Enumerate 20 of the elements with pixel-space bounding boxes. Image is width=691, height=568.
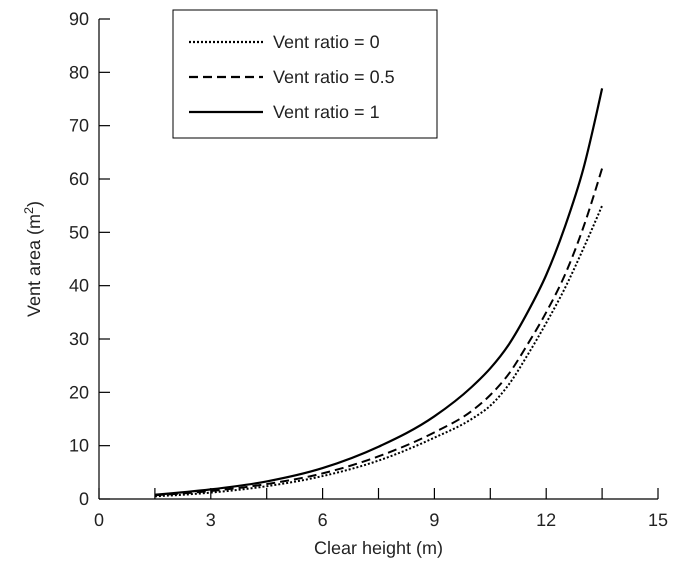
- y-tick-label: 90: [68, 9, 89, 29]
- x-tick-label: 15: [648, 510, 668, 530]
- x-axis-title: Clear height (m): [314, 538, 444, 558]
- x-tick-label: 0: [94, 510, 104, 530]
- y-tick-label: 60: [68, 169, 89, 189]
- legend-label: Vent ratio = 1: [273, 102, 380, 122]
- x-tick-label: 6: [318, 510, 328, 530]
- y-tick-label: 40: [68, 276, 89, 296]
- x-tick-label: 3: [206, 510, 216, 530]
- y-tick-label: 30: [68, 329, 89, 349]
- y-tick-label: 80: [68, 62, 89, 82]
- legend-label: Vent ratio = 0: [273, 32, 380, 52]
- y-tick-label: 0: [78, 489, 89, 509]
- x-tick-label: 12: [536, 510, 556, 530]
- y-tick-label: 10: [68, 436, 89, 456]
- legend-label: Vent ratio = 0.5: [273, 67, 395, 87]
- y-tick-label: 20: [68, 382, 89, 402]
- x-tick-label: 9: [429, 510, 440, 530]
- y-tick-label: 70: [68, 116, 89, 136]
- y-tick-label: 50: [68, 222, 89, 242]
